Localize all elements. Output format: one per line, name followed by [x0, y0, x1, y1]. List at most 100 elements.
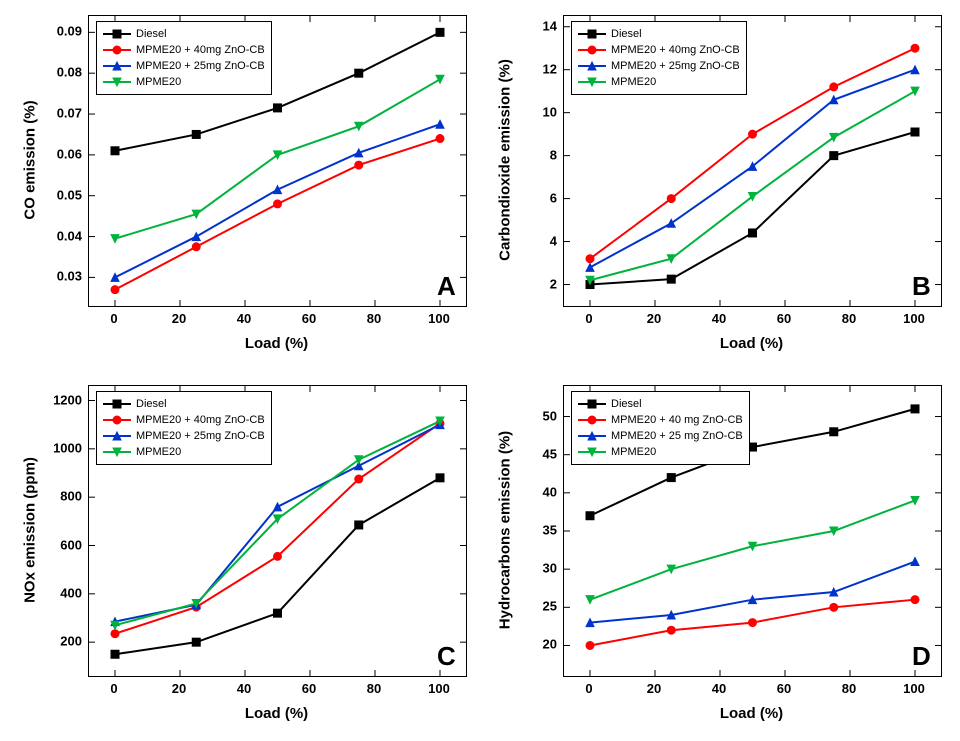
- y-tick-label: 8: [550, 147, 557, 162]
- legend-label: MPME20: [611, 446, 656, 458]
- legend-item-mpme20: MPME20: [578, 74, 740, 90]
- figure-root: 0204060801000.030.040.050.060.070.080.09…: [0, 0, 960, 741]
- legend-swatch: [578, 419, 606, 421]
- y-tick-label: 6: [550, 190, 557, 205]
- marker-zno40: [830, 83, 838, 91]
- marker-zno40: [111, 630, 119, 638]
- y-tick-label: 50: [543, 408, 557, 423]
- legend-label: Diesel: [136, 28, 167, 40]
- y-axis-label: CO emission (%): [22, 100, 39, 219]
- x-tick-label: 40: [237, 681, 251, 696]
- legend-swatch: [578, 81, 606, 83]
- legend-swatch: [578, 451, 606, 453]
- y-tick-label: 30: [543, 561, 557, 576]
- legend-label: MPME20 + 40 mg ZnO-CB: [611, 414, 743, 426]
- x-tick-label: 60: [777, 681, 791, 696]
- marker-zno25: [274, 503, 282, 511]
- y-tick-label: 0.07: [57, 106, 82, 121]
- marker-diesel: [911, 405, 919, 413]
- legend-label: MPME20: [136, 76, 181, 88]
- x-tick-label: 40: [712, 311, 726, 326]
- y-axis-label: Hydrocarbons emission (%): [497, 431, 514, 629]
- panel-A: 0204060801000.030.040.050.060.070.080.09…: [10, 5, 480, 365]
- marker-zno40: [355, 475, 363, 483]
- legend-swatch: [578, 65, 606, 67]
- legend-item-diesel: Diesel: [103, 396, 265, 412]
- marker-zno40: [911, 596, 919, 604]
- legend-label: Diesel: [611, 28, 642, 40]
- y-tick-label: 0.03: [57, 269, 82, 284]
- legend-item-mpme20: MPME20: [578, 444, 743, 460]
- panel-D: 02040608010020253035404550Load (%)Hydroc…: [485, 375, 955, 735]
- marker-zno25: [586, 263, 594, 271]
- y-tick-label: 45: [543, 446, 557, 461]
- x-tick-label: 40: [237, 311, 251, 326]
- marker-zno40: [667, 195, 675, 203]
- marker-diesel: [436, 28, 444, 36]
- legend-label: MPME20 + 25mg ZnO-CB: [611, 60, 740, 72]
- x-tick-label: 20: [172, 311, 186, 326]
- series-line-diesel: [590, 132, 915, 285]
- y-tick-label: 1000: [53, 440, 82, 455]
- legend-swatch: [103, 451, 131, 453]
- legend-item-zno40: MPME20 + 40mg ZnO-CB: [103, 412, 265, 428]
- legend-item-zno25: MPME20 + 25 mg ZnO-CB: [578, 428, 743, 444]
- marker-zno25: [111, 273, 119, 281]
- series-line-mpme20: [590, 91, 915, 280]
- marker-zno40: [586, 641, 594, 649]
- x-tick-label: 80: [842, 311, 856, 326]
- marker-zno40: [274, 200, 282, 208]
- panel-letter: C: [437, 641, 456, 672]
- legend: DieselMPME20 + 40mg ZnO-CBMPME20 + 25mg …: [96, 21, 272, 95]
- marker-diesel: [274, 104, 282, 112]
- marker-diesel: [436, 474, 444, 482]
- x-axis-label: Load (%): [245, 335, 308, 352]
- panel-letter: A: [437, 271, 456, 302]
- marker-mpme20: [911, 87, 919, 95]
- x-tick-label: 60: [302, 311, 316, 326]
- y-tick-label: 0.04: [57, 228, 82, 243]
- x-tick-label: 60: [777, 311, 791, 326]
- x-axis-label: Load (%): [720, 335, 783, 352]
- x-tick-label: 20: [647, 681, 661, 696]
- y-tick-label: 800: [60, 489, 82, 504]
- legend-label: Diesel: [136, 398, 167, 410]
- legend-swatch: [103, 33, 131, 35]
- legend-item-zno25: MPME20 + 25mg ZnO-CB: [578, 58, 740, 74]
- legend: DieselMPME20 + 40mg ZnO-CBMPME20 + 25mg …: [96, 391, 272, 465]
- marker-diesel: [586, 512, 594, 520]
- marker-diesel: [830, 428, 838, 436]
- marker-diesel: [355, 69, 363, 77]
- y-tick-label: 0.09: [57, 24, 82, 39]
- marker-mpme20: [436, 75, 444, 83]
- series-line-zno40: [115, 139, 440, 290]
- marker-zno40: [749, 130, 757, 138]
- y-axis-label: Carbondioxide emission (%): [497, 59, 514, 261]
- marker-diesel: [274, 609, 282, 617]
- y-tick-label: 0.05: [57, 187, 82, 202]
- x-tick-label: 80: [367, 311, 381, 326]
- marker-diesel: [667, 275, 675, 283]
- x-tick-label: 100: [428, 681, 450, 696]
- legend-label: MPME20 + 40mg ZnO-CB: [611, 44, 740, 56]
- y-tick-label: 600: [60, 537, 82, 552]
- y-tick-label: 14: [543, 18, 557, 33]
- x-tick-label: 40: [712, 681, 726, 696]
- panel-C: 02040608010020040060080010001200Load (%)…: [10, 375, 480, 735]
- legend-item-diesel: Diesel: [578, 26, 740, 42]
- x-tick-label: 20: [647, 311, 661, 326]
- x-tick-label: 0: [585, 681, 592, 696]
- y-tick-label: 0.08: [57, 65, 82, 80]
- legend-swatch: [103, 65, 131, 67]
- x-tick-label: 60: [302, 681, 316, 696]
- legend-item-zno40: MPME20 + 40mg ZnO-CB: [103, 42, 265, 58]
- x-tick-label: 0: [110, 681, 117, 696]
- marker-zno40: [355, 161, 363, 169]
- legend: Diesel MPME20 + 40 mg ZnO-CB MPME20 + 25 m…: [571, 391, 750, 465]
- y-tick-label: 12: [543, 61, 557, 76]
- legend-label: Diesel: [611, 398, 642, 410]
- legend-swatch: [578, 435, 606, 437]
- legend-swatch: [103, 419, 131, 421]
- marker-zno40: [586, 255, 594, 263]
- legend-label: MPME20 + 40mg ZnO-CB: [136, 414, 265, 426]
